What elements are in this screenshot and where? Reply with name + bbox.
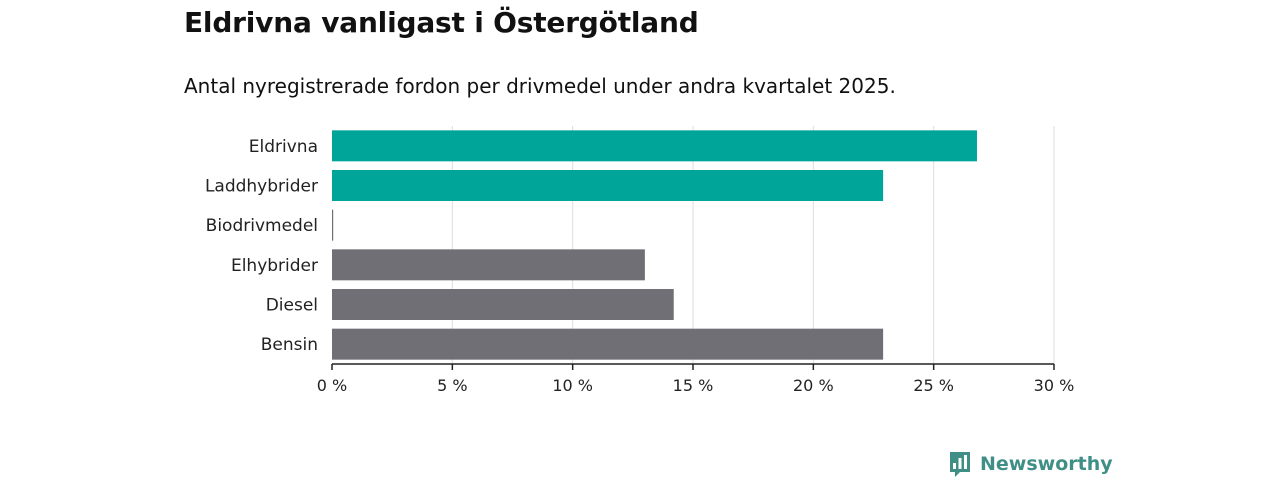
category-label: Bensin: [261, 335, 318, 355]
x-tick-label: 30 %: [1034, 376, 1075, 395]
bar-chart-icon: [950, 452, 970, 477]
bar-biodrivmedel: [332, 209, 334, 241]
x-tick-label: 5 %: [437, 376, 467, 395]
x-tick-label: 20 %: [793, 376, 834, 395]
chart-title: Eldrivna vanligast i Östergötland: [184, 6, 699, 39]
bar-eldrivna: [332, 130, 977, 162]
x-tick-label: 15 %: [673, 376, 714, 395]
bar-laddhybrider: [332, 170, 884, 201]
gridlines: [451, 126, 1055, 364]
chart-subtitle: Antal nyregistrerade fordon per drivmede…: [184, 74, 896, 98]
newsworthy-logo: Newsworthy: [948, 450, 1113, 478]
category-label: Biodrivmedel: [206, 216, 318, 236]
bars: [332, 130, 977, 360]
bar-diesel: [332, 289, 674, 320]
category-label: Elhybrider: [231, 256, 318, 276]
category-label: Eldrivna: [249, 137, 318, 157]
x-tick-label: 0 %: [317, 376, 347, 395]
category-labels: Eldrivna Laddhybrider Biodrivmedel Elhybrid…: [205, 137, 318, 355]
x-tick-label: 10 %: [552, 376, 593, 395]
bar-elhybrider: [332, 249, 645, 281]
logo-text: Newsworthy: [980, 453, 1113, 475]
category-label: Diesel: [266, 296, 318, 316]
x-axis: 0 % 5 % 10 % 15 % 20 % 25 % 30 %: [317, 363, 1075, 395]
category-label: Laddhybrider: [205, 177, 318, 197]
x-tick-label: 25 %: [913, 376, 954, 395]
bar-bensin: [332, 328, 884, 360]
